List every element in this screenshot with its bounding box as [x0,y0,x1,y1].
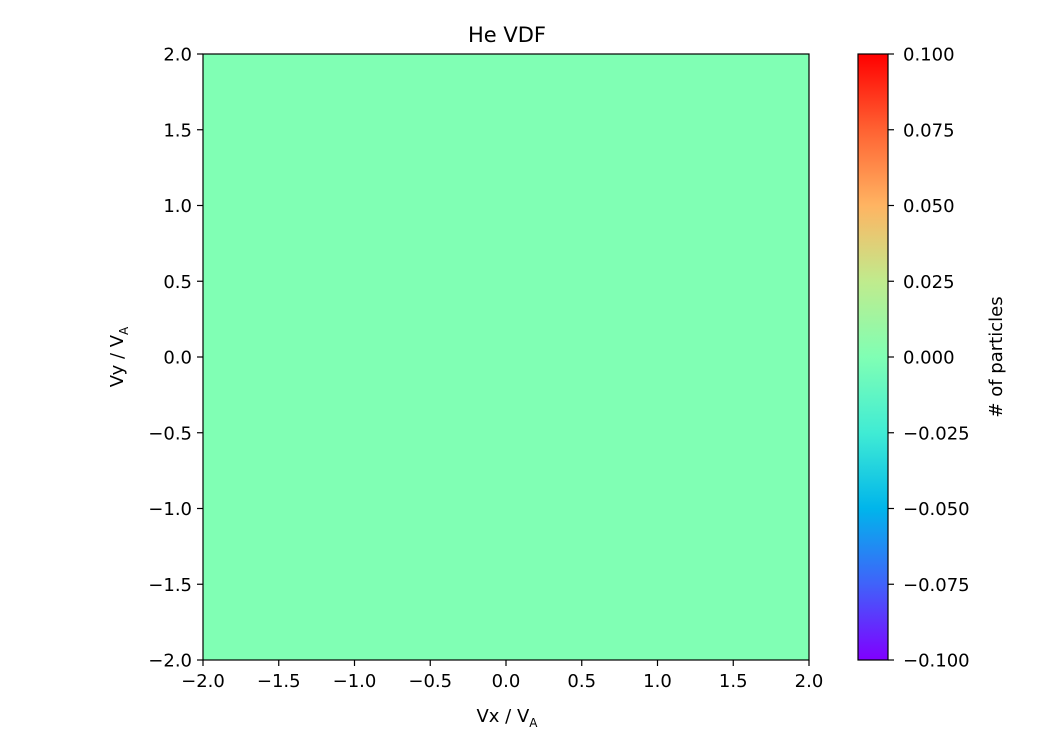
colorbar-tick-label: −0.025 [903,423,970,444]
chart-title: He VDF [468,23,546,47]
x-tick-label: −0.5 [408,671,452,692]
y-axis: −2.0 −1.5 −1.0 −0.5 0.0 0.5 1.0 1.5 2.0 [148,45,203,672]
colorbar-tick-label: 0.075 [903,120,955,141]
heatmap-cell [203,54,809,660]
y-tick-label: −1.5 [148,575,192,596]
y-axis-label-main: Vy / V [107,334,128,387]
x-tick-label: −1.5 [257,671,301,692]
colorbar-tick-label: 0.000 [903,348,955,369]
x-tick-label: 2.0 [795,671,824,692]
x-tick-label: −1.0 [333,671,377,692]
y-tick-label: 1.5 [163,120,192,141]
x-axis: −2.0 −1.5 −1.0 −0.5 0.0 0.5 1.0 1.5 2.0 [181,660,823,692]
y-tick-label: −2.0 [148,651,192,672]
colorbar-tick-label: 0.050 [903,196,955,217]
colorbar-tick-label: −0.075 [903,575,970,596]
y-tick-label: 0.5 [163,272,192,293]
x-axis-label: Vx / VA [476,706,538,730]
y-tick-label: −0.5 [148,423,192,444]
y-axis-label: Vy / VA [107,326,131,387]
x-tick-label: 1.0 [643,671,672,692]
colorbar-tick-label: −0.100 [903,651,970,672]
x-tick-label: −2.0 [181,671,225,692]
x-axis-label-subscript: A [529,716,538,730]
colorbar-tick-label: −0.050 [903,499,970,520]
y-tick-label: −1.0 [148,499,192,520]
x-tick-label: 1.5 [719,671,748,692]
y-tick-label: 1.0 [163,196,192,217]
y-tick-label: 0.0 [163,348,192,369]
y-axis-label-subscript: A [117,326,131,335]
x-axis-label-main: Vx / V [476,706,529,727]
colorbar-tick-label: 0.100 [903,45,955,66]
x-tick-label: 0.5 [567,671,596,692]
colorbar [857,53,889,661]
x-tick-label: 0.0 [492,671,521,692]
colorbar-tick-label: 0.025 [903,272,955,293]
y-tick-label: 2.0 [163,45,192,66]
colorbar-label: # of particles [986,296,1007,417]
colorbar-axis: −0.100 −0.075 −0.050 −0.025 0.000 0.025 0.050 0… [888,45,970,672]
